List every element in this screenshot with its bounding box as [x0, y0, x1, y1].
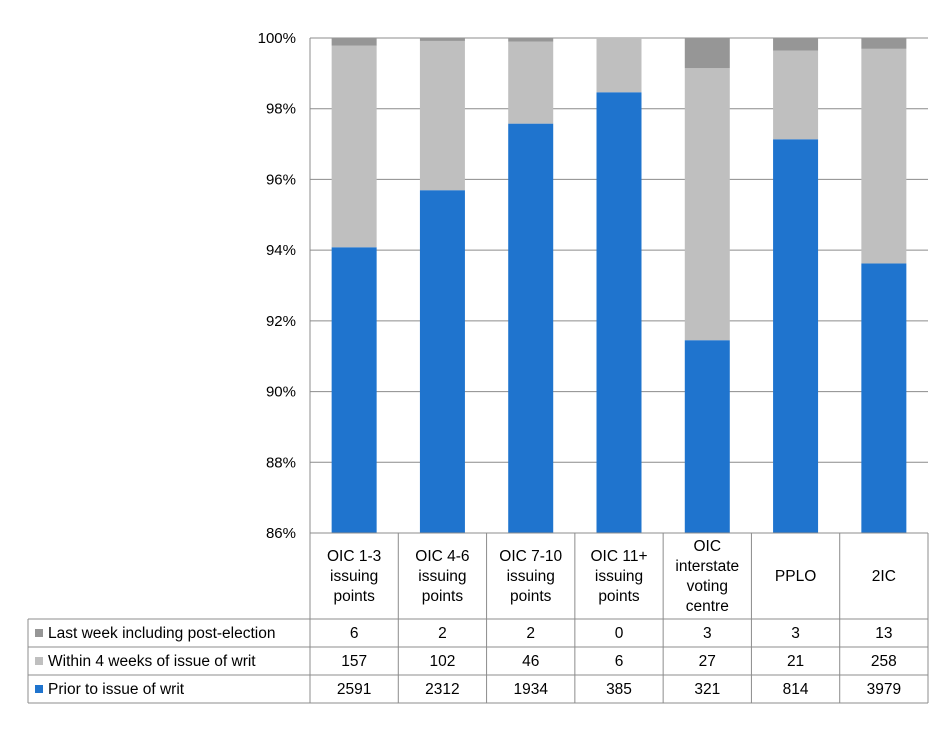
bar-segment	[508, 41, 554, 124]
bar-segment	[861, 263, 907, 533]
y-tick-label: 90%	[266, 384, 296, 401]
legend-key	[35, 629, 43, 637]
bar-segment	[684, 340, 730, 533]
category-label: points	[333, 588, 375, 605]
category-label: points	[510, 588, 552, 605]
bar-segment	[684, 68, 730, 341]
category-label: points	[422, 588, 464, 605]
bar-segment	[331, 247, 377, 534]
category-label: issuing	[418, 568, 466, 585]
category-label: OIC 11+	[590, 548, 647, 565]
y-tick-label: 98%	[266, 101, 296, 118]
table-value: 0	[615, 625, 624, 642]
table-value: 13	[875, 625, 892, 642]
table-value: 102	[429, 653, 455, 670]
table-value: 258	[871, 653, 897, 670]
category-label: 2IC	[872, 568, 896, 585]
table-value: 3979	[867, 681, 901, 698]
legend-key	[35, 685, 43, 693]
bar-segment	[508, 38, 554, 42]
table-value: 6	[615, 653, 624, 670]
table-value: 2	[526, 625, 535, 642]
legend-key	[35, 657, 43, 665]
bar-segment	[331, 45, 377, 248]
category-label: OIC 4-6	[415, 548, 469, 565]
category-label: OIC 7-10	[499, 548, 562, 565]
table-value: 157	[341, 653, 367, 670]
bar-segment	[861, 38, 907, 49]
category-label: points	[598, 588, 640, 605]
category-label: issuing	[595, 568, 643, 585]
bar-segment	[861, 48, 907, 264]
y-tick-label: 92%	[266, 313, 296, 330]
table-value: 2591	[337, 681, 371, 698]
bar-segment	[773, 38, 819, 51]
table-value: 21	[787, 653, 804, 670]
bar-segment	[419, 38, 465, 41]
category-label: voting	[687, 578, 728, 595]
bar-segment	[684, 38, 730, 69]
data-table: OIC 1-3 issuing points OIC 4-6 issuing points…	[27, 532, 929, 704]
bar-segment	[331, 38, 377, 46]
bars	[331, 38, 907, 534]
table-value: 1934	[513, 681, 548, 698]
table-value: 385	[606, 681, 632, 698]
table-value: 2312	[425, 681, 459, 698]
category-label: issuing	[330, 568, 378, 585]
table-value: 27	[699, 653, 716, 670]
bar-segment	[419, 40, 465, 191]
bar-segment	[596, 92, 642, 534]
table-value: 6	[350, 625, 359, 642]
category-label: issuing	[507, 568, 555, 585]
category-label: interstate	[675, 558, 739, 575]
bar-segment	[419, 190, 465, 533]
table-value: 3	[703, 625, 712, 642]
category-label: OIC 1-3	[327, 548, 381, 565]
bar-segment	[773, 139, 819, 533]
category-label: OIC	[694, 538, 722, 555]
table-value: 3	[791, 625, 800, 642]
y-tick-label: 88%	[266, 454, 296, 471]
y-tick-label: 100%	[258, 30, 296, 47]
legend-entry: Last week including post-election	[48, 625, 275, 642]
bar-segment	[596, 38, 642, 93]
bar-segment	[508, 123, 554, 533]
y-axis: 86% 88% 90% 92% 94% 96% 98% 100%	[258, 30, 311, 542]
table-value: 814	[783, 681, 809, 698]
category-label: PPLO	[775, 568, 816, 585]
y-tick-label: 86%	[266, 525, 296, 542]
table-value: 2	[438, 625, 447, 642]
bar-segment	[773, 50, 819, 140]
legend-entry: Prior to issue of writ	[48, 681, 185, 698]
table-value: 321	[694, 681, 720, 698]
table-value: 46	[522, 653, 539, 670]
legend-entry: Within 4 weeks of issue of writ	[48, 653, 256, 670]
y-tick-label: 96%	[266, 171, 296, 188]
category-label: centre	[686, 598, 729, 615]
y-tick-label: 94%	[266, 242, 296, 259]
